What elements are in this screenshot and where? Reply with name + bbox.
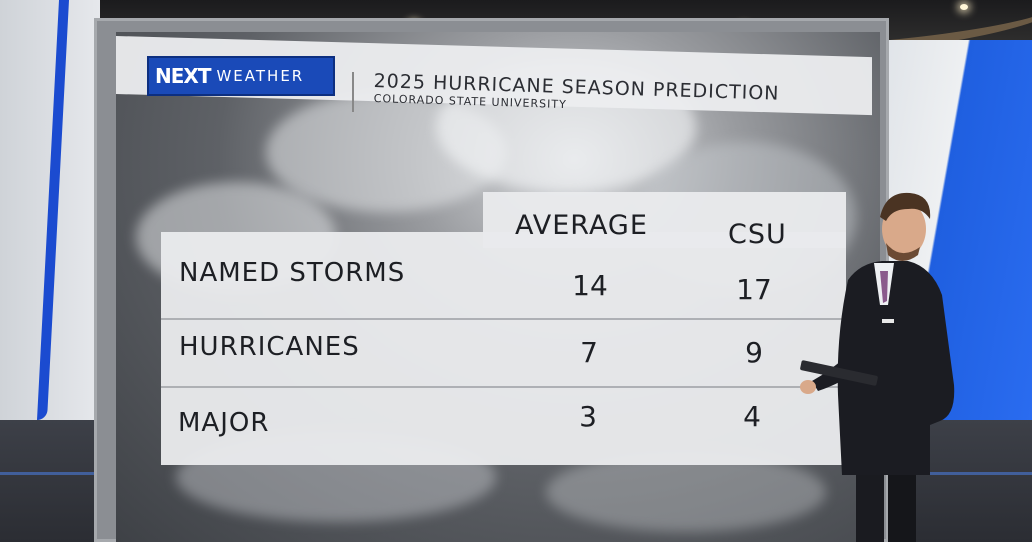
logo-sub: WEATHER xyxy=(216,67,305,85)
table-body-panel xyxy=(161,232,846,465)
row-divider xyxy=(161,318,846,320)
ceiling-light xyxy=(960,4,968,10)
cell-major-average: 3 xyxy=(579,400,597,433)
row-label-hurricanes: HURRICANES xyxy=(179,332,360,362)
column-header-average: AVERAGE xyxy=(515,210,648,241)
logo-brand: NEXT xyxy=(155,64,211,88)
cell-major-csu: 4 xyxy=(743,400,761,433)
header-divider xyxy=(352,72,354,112)
cell-hurricanes-average: 7 xyxy=(580,336,598,369)
row-label-named-storms: NAMED STORMS xyxy=(179,258,406,288)
column-header-csu: CSU xyxy=(728,219,787,250)
row-label-major: MAJOR xyxy=(178,408,270,438)
cell-named-storms-average: 14 xyxy=(572,269,608,302)
weather-presenter xyxy=(800,192,955,542)
cell-named-storms-csu: 17 xyxy=(736,273,772,306)
row-divider xyxy=(161,386,846,388)
next-weather-logo: NEXT WEATHER xyxy=(147,56,335,96)
cell-hurricanes-csu: 9 xyxy=(745,336,763,369)
